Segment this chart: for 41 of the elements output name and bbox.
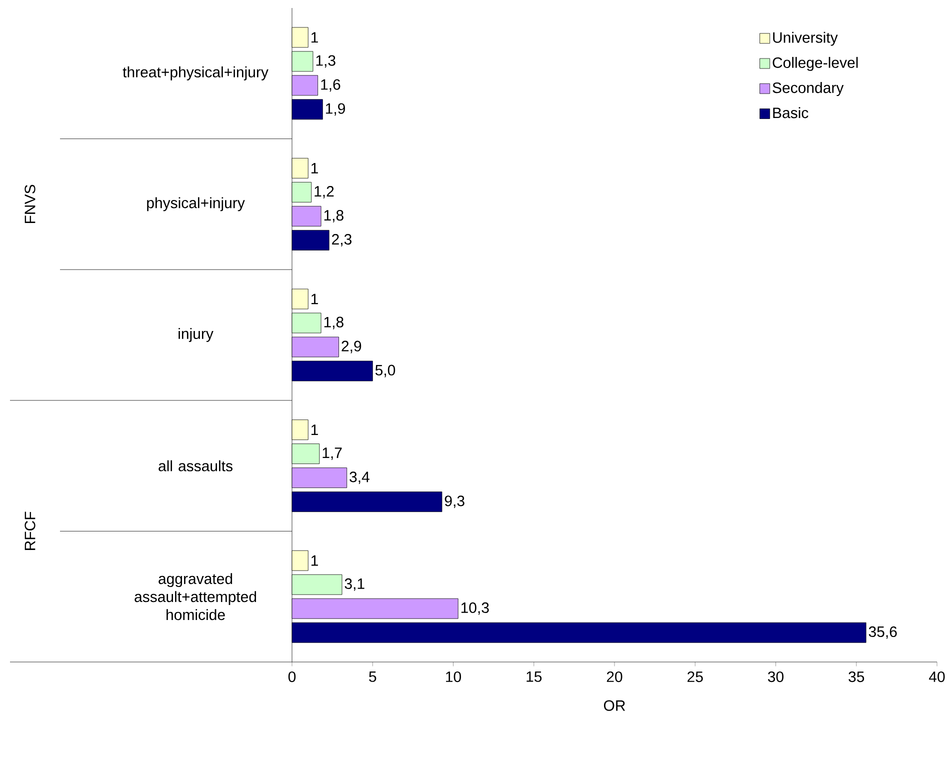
- legend-label: University: [773, 32, 838, 46]
- x-tick-label: 25: [688, 671, 703, 682]
- y-tick-label: all assaults: [158, 460, 232, 472]
- y-tick-label: aggravated assault+attempted homicide: [134, 573, 256, 620]
- legend-label: Basic: [773, 107, 808, 118]
- x-axis-title: OR: [604, 700, 626, 711]
- data-label: 2,3: [332, 234, 352, 246]
- x-tick-label: 10: [446, 671, 461, 682]
- legend-label: Secondary: [772, 82, 844, 96]
- data-label: 1: [311, 32, 318, 43]
- data-label: 10,3: [461, 602, 489, 615]
- data-label: 1,9: [326, 103, 345, 116]
- data-label: 35,6: [868, 626, 897, 639]
- data-label: 1,8: [324, 316, 344, 330]
- x-tick-label: 35: [848, 671, 864, 682]
- data-label: 1,7: [322, 448, 342, 460]
- data-label: 1: [311, 555, 318, 566]
- y-tick-label: threat+physical+injury: [122, 66, 268, 80]
- data-label: 1: [311, 424, 318, 435]
- legend-label: College-level: [772, 56, 858, 71]
- data-label: 1,2: [314, 186, 334, 198]
- x-tick-label: 5: [369, 671, 376, 682]
- x-tick-label: 30: [768, 671, 784, 682]
- y-tick-label: injury: [178, 328, 214, 342]
- x-tick-label: 15: [526, 671, 542, 682]
- data-label: 9,3: [444, 496, 464, 508]
- text: RFCF: [24, 512, 36, 550]
- y-tick-label: physical+injury: [147, 197, 245, 212]
- x-tick-label: 0: [288, 671, 296, 682]
- data-label: 1,3: [316, 55, 336, 68]
- data-label: 1: [311, 163, 318, 174]
- data-label: 3,4: [350, 472, 370, 484]
- data-label: 1,6: [321, 79, 340, 92]
- x-tick-label: 20: [606, 671, 622, 682]
- data-label: 3,1: [344, 578, 364, 591]
- data-label: 1,8: [324, 210, 344, 222]
- data-label: 2,9: [342, 340, 362, 354]
- data-label: 1: [311, 294, 318, 304]
- text: FNVS: [24, 184, 36, 223]
- x-tick-label: 40: [928, 671, 945, 682]
- data-label: 5,0: [375, 364, 396, 378]
